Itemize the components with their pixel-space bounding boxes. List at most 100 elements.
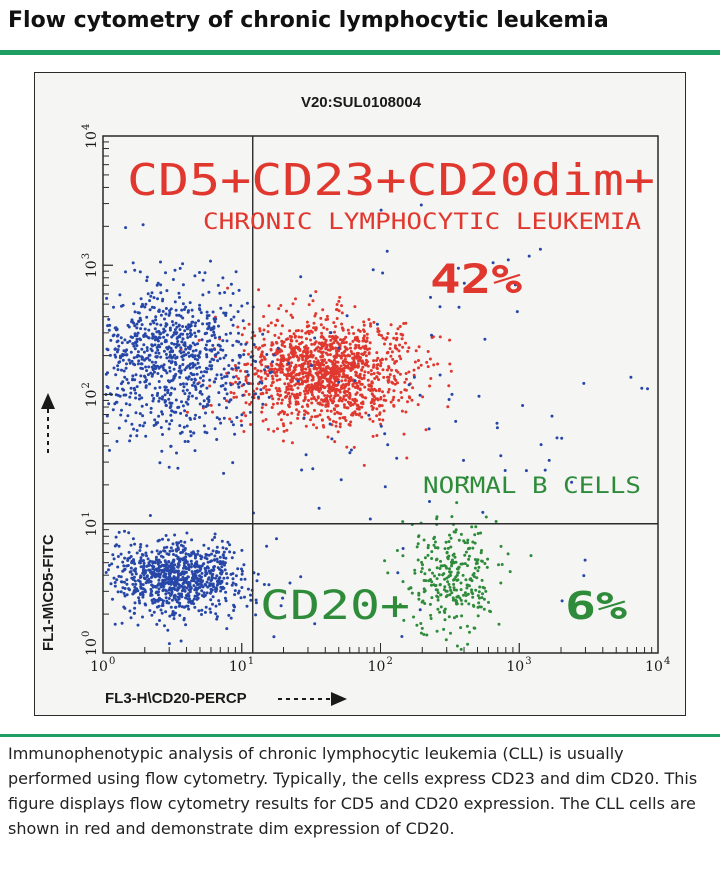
event-dot [198,271,201,274]
event-dot [281,364,285,368]
event-dot [311,378,315,382]
event-dot [332,386,336,390]
event-dot [138,270,142,274]
event-dot [164,385,168,389]
event-dot [210,568,214,572]
event-dot [464,594,468,597]
event-dot [180,355,184,359]
event-dot [178,560,182,564]
event-dot [295,339,299,343]
event-dot [157,590,160,594]
svg-text:4: 4 [664,656,670,667]
event-dot [486,557,490,561]
event-dot [192,584,196,588]
event-dot [129,616,133,620]
event-dot [142,569,145,573]
event-dot [170,598,174,602]
event-dot [182,556,186,560]
event-dot [118,355,122,359]
event-dot [219,572,223,576]
population-scattered [222,203,649,639]
event-dot [208,607,212,611]
event-dot [313,336,317,340]
event-dot [113,584,117,588]
event-dot [311,467,315,471]
event-dot [367,352,371,356]
event-dot [204,348,208,352]
event-dot [174,356,178,360]
event-dot [197,609,201,613]
event-dot [228,543,232,547]
event-dot [547,458,551,462]
event-dot [200,608,204,612]
event-dot [244,375,248,379]
event-dot [200,580,204,584]
event-dot [111,553,115,557]
event-dot [176,562,180,566]
event-dot [150,575,154,579]
event-dot [168,393,172,397]
event-dot [366,371,370,374]
event-dot [329,380,332,383]
event-dot [171,611,175,615]
event-dot [181,363,185,366]
y-axis-label: FL1-M\CD5-FITC [40,534,57,651]
event-dot [178,334,181,338]
event-dot [212,333,216,337]
normal-b-phenotype-label: CD20+ [260,583,410,629]
event-dot [343,391,347,395]
event-dot [121,586,125,590]
event-dot [191,341,195,345]
event-dot [277,387,281,391]
event-dot [294,394,298,398]
event-dot [161,412,164,416]
event-dot [161,599,165,603]
event-dot [145,349,149,352]
event-dot [133,606,137,610]
event-dot [446,580,450,584]
event-dot [443,607,447,611]
event-dot [184,623,188,627]
event-dot [158,461,162,465]
event-dot [187,600,191,604]
event-dot [289,421,293,425]
event-dot [276,393,280,396]
event-dot [205,353,209,357]
event-dot [107,317,111,321]
event-dot [303,346,307,350]
event-dot [236,310,240,314]
event-dot [173,387,177,391]
event-dot [167,588,171,592]
event-dot [174,308,178,312]
event-dot [415,545,419,549]
event-dot [187,351,190,355]
event-dot [307,370,311,374]
event-dot [204,405,208,409]
event-dot [190,570,194,574]
event-dot [171,278,175,281]
event-dot [260,363,264,367]
event-dot [214,576,217,580]
event-dot [123,556,127,560]
x-tick-label: 10 4 [645,656,670,675]
event-dot [278,389,282,393]
event-dot [261,419,265,423]
event-dot [412,615,415,619]
event-dot [134,582,138,586]
event-dot [360,394,364,397]
event-dot [192,431,196,435]
event-dot [392,404,396,408]
event-dot [329,409,333,413]
event-dot [159,584,163,588]
event-dot [454,560,458,564]
event-dot [272,635,276,639]
event-dot [315,414,319,418]
event-dot [372,359,376,363]
event-dot [488,609,492,613]
event-dot [144,551,148,555]
event-dot [445,589,449,593]
event-dot [456,266,460,270]
event-dot [175,581,179,585]
event-dot [192,597,196,601]
event-dot [239,342,243,346]
